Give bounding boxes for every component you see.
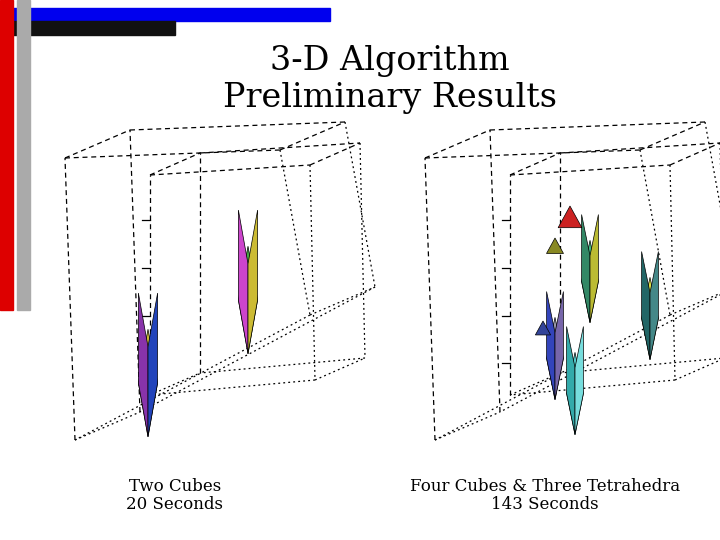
Polygon shape	[138, 329, 158, 437]
Text: 3-D Algorithm: 3-D Algorithm	[270, 45, 510, 77]
Bar	[0, 21, 175, 35]
Polygon shape	[590, 214, 598, 322]
Polygon shape	[567, 352, 583, 435]
Polygon shape	[558, 206, 582, 228]
Polygon shape	[582, 214, 590, 322]
Bar	[0, 8, 330, 21]
Text: 143 Seconds: 143 Seconds	[491, 496, 599, 513]
Polygon shape	[546, 292, 555, 400]
Text: 20 Seconds: 20 Seconds	[127, 496, 223, 513]
Polygon shape	[148, 293, 158, 437]
Polygon shape	[248, 210, 258, 354]
Polygon shape	[575, 327, 583, 435]
Text: Two Cubes: Two Cubes	[129, 478, 221, 495]
Polygon shape	[642, 278, 658, 360]
Text: Four Cubes & Three Tetrahedra: Four Cubes & Three Tetrahedra	[410, 478, 680, 495]
Bar	[0, 0, 13, 310]
Polygon shape	[238, 210, 248, 354]
Polygon shape	[536, 321, 551, 335]
Polygon shape	[546, 238, 564, 253]
Text: Preliminary Results: Preliminary Results	[223, 82, 557, 114]
Bar	[17, 0, 30, 310]
Polygon shape	[567, 327, 575, 435]
Polygon shape	[642, 252, 650, 360]
Polygon shape	[546, 318, 563, 400]
Polygon shape	[138, 293, 148, 437]
Polygon shape	[582, 240, 598, 322]
Polygon shape	[238, 246, 258, 354]
Polygon shape	[555, 292, 563, 400]
Polygon shape	[650, 252, 658, 360]
